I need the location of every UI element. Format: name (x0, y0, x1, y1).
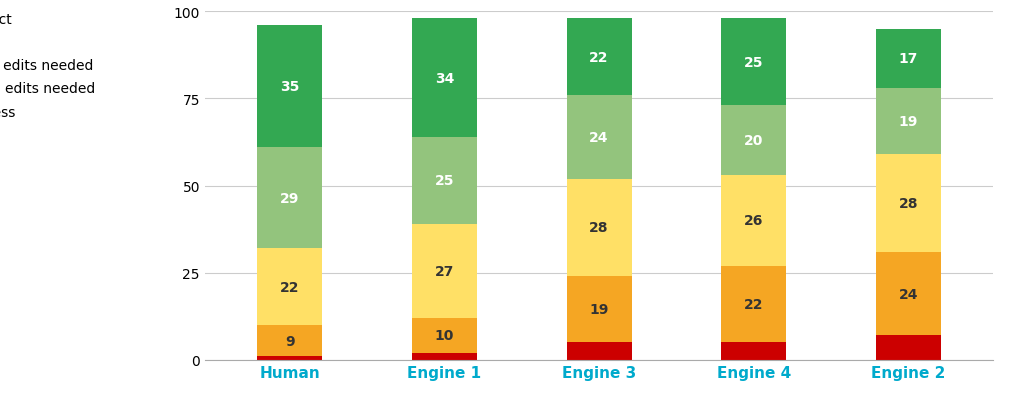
Text: 28: 28 (898, 196, 918, 211)
Bar (721, 19, 786, 106)
Bar (412, 224, 477, 318)
Bar (412, 137, 477, 224)
Bar (876, 30, 941, 89)
Text: 26: 26 (744, 214, 763, 228)
Text: 20: 20 (744, 134, 763, 148)
Bar (566, 19, 632, 96)
Bar (412, 318, 477, 353)
Text: 19: 19 (590, 303, 608, 317)
Bar (721, 266, 786, 343)
Text: 28: 28 (589, 221, 609, 235)
Bar (721, 176, 786, 266)
Bar (876, 252, 941, 335)
Text: 22: 22 (589, 50, 609, 65)
Text: 19: 19 (899, 115, 918, 129)
Text: 34: 34 (435, 71, 454, 85)
Bar (257, 148, 323, 249)
Legend: Perfect, Good, Light edits needed, Deep edits needed, Useless: Perfect, Good, Light edits needed, Deep … (0, 12, 95, 119)
Text: 25: 25 (434, 174, 455, 188)
Bar (257, 325, 323, 356)
Bar (566, 276, 632, 343)
Bar (566, 179, 632, 276)
Bar (257, 26, 323, 148)
Text: 17: 17 (899, 52, 918, 66)
Bar (566, 343, 632, 360)
Bar (721, 106, 786, 176)
Bar (412, 353, 477, 360)
Bar (876, 335, 941, 360)
Text: 35: 35 (281, 80, 299, 94)
Bar (721, 343, 786, 360)
Text: 24: 24 (589, 130, 609, 144)
Bar (566, 96, 632, 179)
Bar (257, 356, 323, 360)
Text: 10: 10 (435, 328, 454, 343)
Text: 9: 9 (285, 334, 295, 348)
Bar (257, 249, 323, 325)
Text: 25: 25 (743, 56, 764, 70)
Bar (876, 155, 941, 252)
Bar (412, 19, 477, 137)
Text: 22: 22 (743, 297, 764, 311)
Bar (876, 89, 941, 155)
Text: 22: 22 (281, 280, 300, 294)
Text: 27: 27 (435, 264, 454, 278)
Text: 24: 24 (898, 287, 918, 301)
Text: 29: 29 (281, 191, 299, 205)
